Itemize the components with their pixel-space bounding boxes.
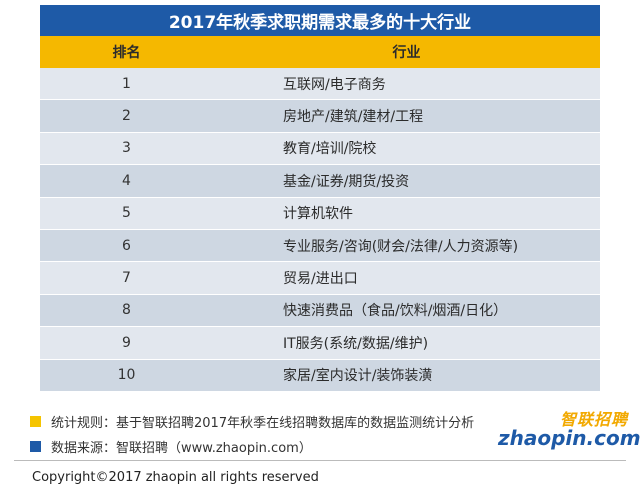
rank-cell: 5 (122, 205, 131, 222)
industry-cell: 基金/证券/期货/投资 (283, 173, 410, 190)
rank-cell: 8 (122, 302, 131, 319)
industry-cell: 计算机软件 (283, 206, 353, 223)
zhaopin-logo: 智联招聘 zhaopin.com (498, 406, 640, 450)
rank-cell: 9 (122, 334, 131, 351)
rule-note: 统计规则：基于智联招聘2017年秋季在线招聘数据库的数据监测统计分析 (30, 412, 474, 431)
industry-cell: 教育/培训/院校 (283, 141, 377, 158)
industry-cell: 房地产/建筑/建材/工程 (283, 109, 424, 126)
industry-cell: 快速消费品（食品/饮料/烟酒/日化） (283, 303, 508, 320)
logo-en-text: zhaopin.com (498, 426, 640, 450)
table-row: 8 快速消费品（食品/饮料/烟酒/日化） (40, 294, 600, 328)
ranking-table: 1 互联网/电子商务 2 房地产/建筑/建材/工程 3 教育/培训/院校 4 基… (40, 68, 600, 392)
source-text: 数据来源：智联招聘（www.zhaopin.com） (51, 441, 312, 456)
table-row: 2 房地产/建筑/建材/工程 (40, 100, 600, 133)
table-row: 1 互联网/电子商务 (40, 68, 600, 101)
table-row: 3 教育/培训/院校 (40, 132, 600, 166)
table-title: 2017年秋季求职期需求最多的十大行业 (40, 5, 600, 36)
footer-divider (14, 460, 626, 461)
header-rank: 排名 (112, 45, 141, 61)
rank-cell: 3 (122, 140, 131, 157)
industry-cell: 专业服务/咨询(财会/法律/人力资源等) (283, 238, 519, 255)
industry-cell: 互联网/电子商务 (283, 76, 386, 93)
rank-cell: 7 (122, 270, 131, 287)
table-row: 7 贸易/进出口 (40, 262, 600, 295)
industry-cell: 家居/室内设计/装饰装潢 (283, 368, 433, 385)
rank-cell: 1 (122, 75, 131, 92)
rank-cell: 2 (122, 108, 131, 125)
industry-cell: 贸易/进出口 (283, 271, 358, 288)
table-row: 4 基金/证券/期货/投资 (40, 165, 600, 198)
logo-cn-text: 智联招聘 (559, 410, 628, 429)
rank-cell: 6 (122, 237, 131, 254)
rule-text: 统计规则：基于智联招聘2017年秋季在线招聘数据库的数据监测统计分析 (51, 416, 475, 431)
table-row: 10 家居/室内设计/装饰装潢 (40, 359, 600, 392)
yellow-square-icon (30, 416, 41, 427)
table-row: 5 计算机软件 (40, 197, 600, 230)
table-row: 9 IT服务(系统/数据/维护) (40, 327, 600, 360)
rank-cell: 4 (122, 172, 131, 189)
table-header: 排名 行业 (40, 36, 600, 68)
header-industry: 行业 (392, 45, 421, 61)
blue-square-icon (30, 441, 41, 452)
rank-cell: 10 (117, 367, 136, 384)
table-row: 6 专业服务/咨询(财会/法律/人力资源等) (40, 229, 600, 263)
copyright: Copyright©2017 zhaopin all rights reserv… (32, 470, 319, 485)
source-note: 数据来源：智联招聘（www.zhaopin.com） (30, 437, 312, 456)
industry-cell: IT服务(系统/数据/维护) (283, 335, 429, 352)
